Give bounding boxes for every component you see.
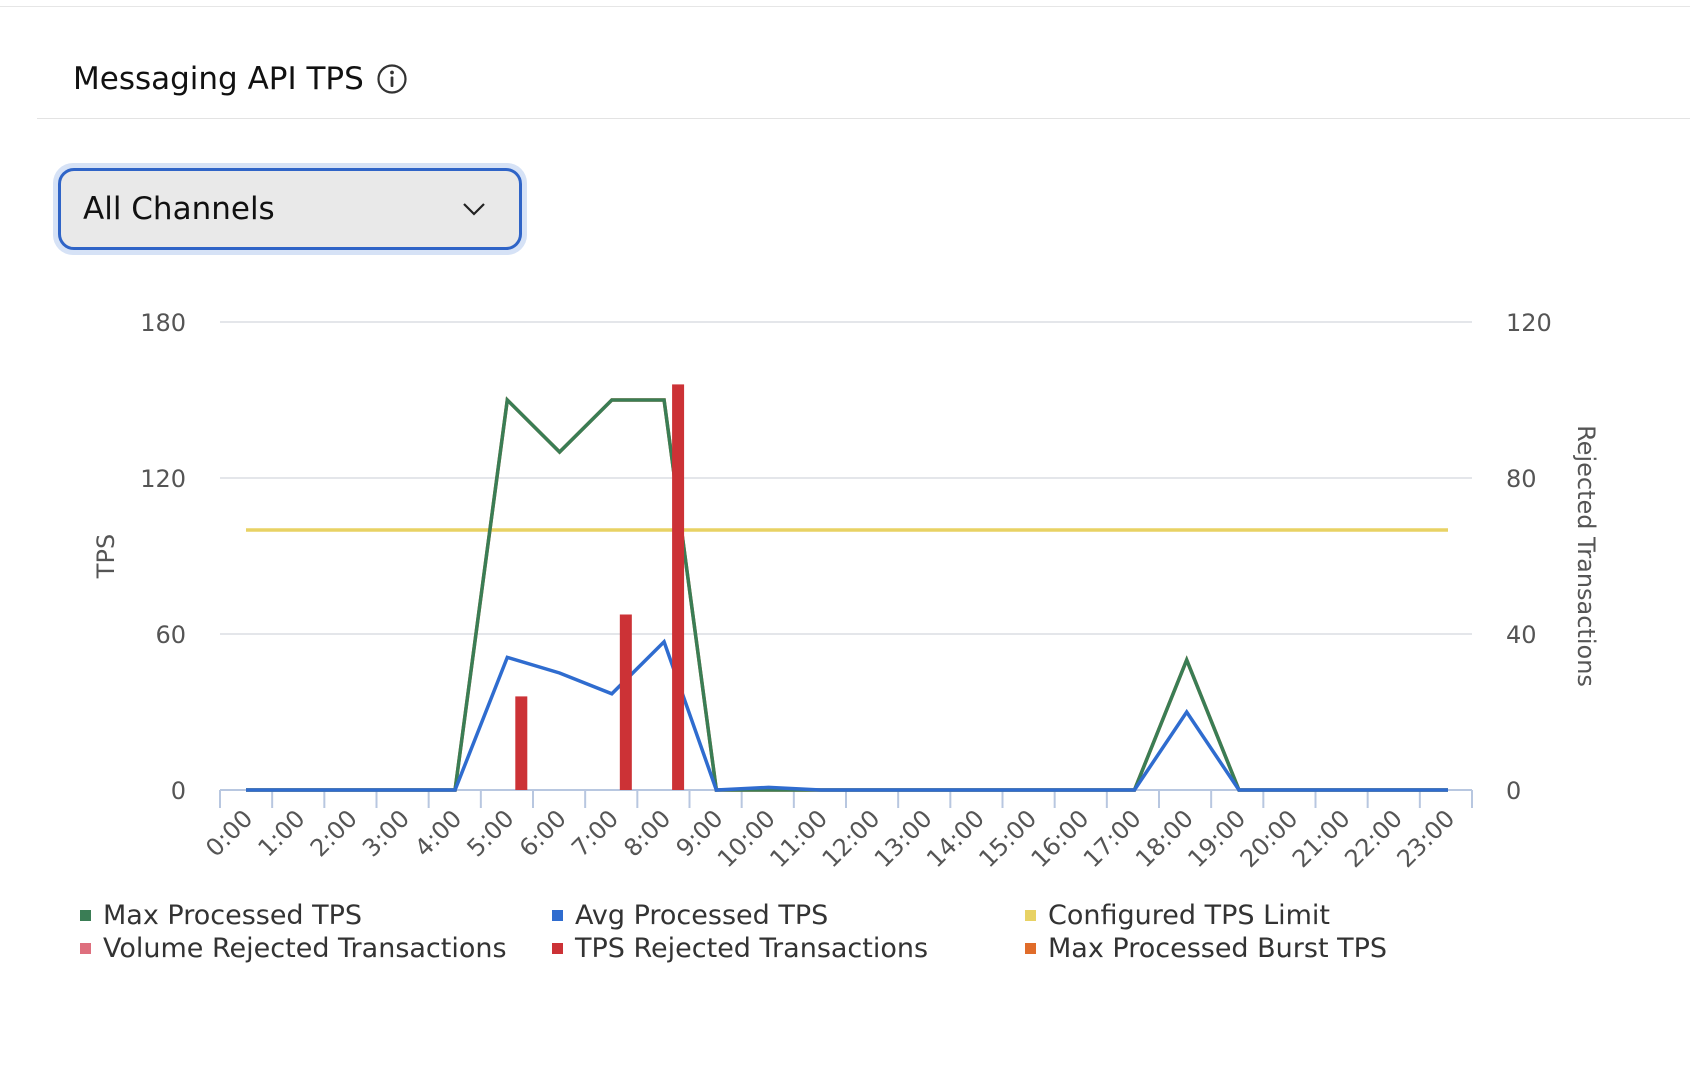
x-tick-label: 23:00 bbox=[1392, 804, 1461, 873]
legend-label: Volume Rejected Transactions bbox=[103, 933, 507, 964]
legend-item-avg-processed-tps[interactable]: Avg Processed TPS bbox=[552, 900, 828, 931]
x-tick-label: 17:00 bbox=[1078, 804, 1147, 873]
x-tick-label: 13:00 bbox=[869, 804, 938, 873]
x-tick-label: 11:00 bbox=[764, 804, 833, 873]
x-tick-label: 16:00 bbox=[1026, 804, 1095, 873]
chevron-down-icon bbox=[463, 203, 485, 216]
card-title: Messaging API TPS bbox=[73, 59, 408, 99]
x-tick-label: 3:00 bbox=[357, 804, 415, 862]
x-tick-label: 10:00 bbox=[712, 804, 781, 873]
channel-select-focus-ring: All Channels bbox=[53, 163, 527, 255]
header-divider bbox=[37, 118, 1690, 119]
tps-rejected-transactions-bar bbox=[619, 614, 632, 790]
y2-axis-title: Rejected Transactions bbox=[1572, 425, 1600, 687]
legend-swatch bbox=[80, 943, 91, 954]
page-title: Messaging API TPS bbox=[73, 61, 364, 97]
x-tick-label: 5:00 bbox=[462, 804, 520, 862]
max-processed-tps-line bbox=[246, 396, 1448, 792]
legend-swatch bbox=[80, 910, 91, 921]
series bbox=[246, 396, 1448, 792]
x-tick-label: 7:00 bbox=[566, 804, 624, 862]
info-circle-icon[interactable] bbox=[376, 63, 408, 95]
legend-swatch bbox=[1025, 910, 1036, 921]
x-tick-label: 22:00 bbox=[1339, 804, 1408, 873]
legend-item-max-processed-tps[interactable]: Max Processed TPS bbox=[80, 900, 362, 931]
legend-item-volume-rejected-transactions[interactable]: Volume Rejected Transactions bbox=[80, 933, 507, 964]
x-tick-label: 14:00 bbox=[921, 804, 990, 873]
x-tick-label: 19:00 bbox=[1182, 804, 1251, 873]
x-tick-label: 21:00 bbox=[1287, 804, 1356, 873]
x-tick-label: 20:00 bbox=[1235, 804, 1304, 873]
x-tick-label: 6:00 bbox=[514, 804, 572, 862]
x-tick-label: 4:00 bbox=[409, 804, 467, 862]
x-tick-label: 8:00 bbox=[618, 804, 676, 862]
tps-rejected-transactions-bar bbox=[515, 696, 528, 790]
x-tick-label: 2:00 bbox=[305, 804, 363, 862]
y-tick-label: 0 bbox=[171, 777, 186, 805]
legend-item-configured-tps-limit[interactable]: Configured TPS Limit bbox=[1025, 900, 1330, 931]
legend-swatch bbox=[552, 943, 563, 954]
channel-select-value: All Channels bbox=[83, 191, 275, 227]
y2-tick-label: 80 bbox=[1506, 465, 1537, 493]
chart-legend: Max Processed TPS Avg Processed TPS Config… bbox=[80, 900, 1580, 980]
legend-label: TPS Rejected Transactions bbox=[575, 933, 929, 964]
tps-rejected-transactions-bar bbox=[672, 384, 685, 790]
x-tick-label: 18:00 bbox=[1130, 804, 1199, 873]
legend-label: Max Processed TPS bbox=[103, 900, 363, 931]
y-tick-label: 180 bbox=[140, 309, 186, 337]
legend-label: Configured TPS Limit bbox=[1048, 900, 1331, 931]
grid-lines bbox=[220, 321, 1472, 635]
x-tick-label: 12:00 bbox=[817, 804, 886, 873]
legend-item-tps-rejected-transactions[interactable]: TPS Rejected Transactions bbox=[552, 933, 928, 964]
y2-tick-label: 40 bbox=[1506, 621, 1537, 649]
legend-swatch bbox=[1025, 943, 1036, 954]
y-tick-label: 120 bbox=[140, 465, 186, 493]
y-axis-title: TPS bbox=[92, 534, 120, 579]
y2-tick-label: 120 bbox=[1506, 309, 1552, 337]
legend-label: Max Processed Burst TPS bbox=[1048, 933, 1388, 964]
bars bbox=[515, 384, 685, 790]
max-processed-burst-tps-line bbox=[246, 396, 1448, 792]
y2-tick-label: 0 bbox=[1506, 777, 1521, 805]
x-tick-label: 15:00 bbox=[973, 804, 1042, 873]
y-tick-label: 60 bbox=[155, 621, 186, 649]
legend-item-max-processed-burst-tps[interactable]: Max Processed Burst TPS bbox=[1025, 933, 1387, 964]
card-header: Messaging API TPS bbox=[0, 7, 1690, 125]
x-tick-label: 0:00 bbox=[200, 804, 258, 862]
legend-label: Avg Processed TPS bbox=[575, 900, 829, 931]
x-tick-label: 1:00 bbox=[253, 804, 311, 862]
legend-swatch bbox=[552, 910, 563, 921]
channel-select[interactable]: All Channels bbox=[58, 168, 522, 250]
avg-processed-tps-line bbox=[246, 638, 1448, 792]
